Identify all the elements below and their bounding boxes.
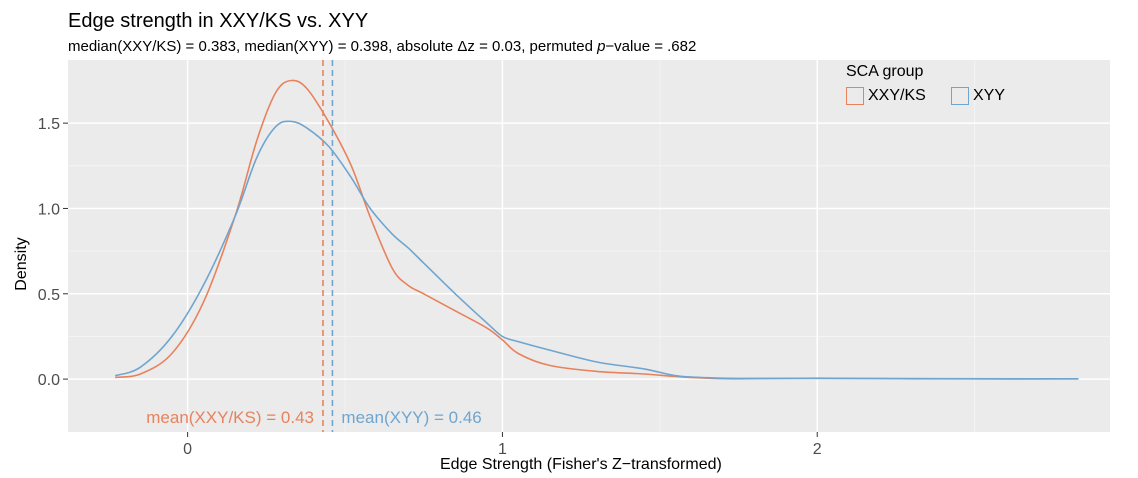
mean-label-xyy: mean(XYY) = 0.46 (341, 408, 481, 427)
density-line-xyy (114, 120, 1079, 380)
chart-title: Edge strength in XXY/KS vs. XYY (68, 10, 369, 32)
y-tick-label: 1.5 (38, 116, 60, 133)
x-tick-label: 0 (183, 441, 192, 458)
legend-label-xxy: XXY/KS (868, 87, 926, 104)
chart-subtitle: median(XXY/KS) = 0.383, median(XYY) = 0.… (68, 38, 697, 55)
x-tick-label: 1 (498, 441, 507, 458)
y-axis-label: Density (13, 237, 30, 291)
y-tick-label: 0.5 (38, 287, 60, 304)
y-tick-label: 1.0 (38, 201, 60, 218)
legend-title: SCA group (846, 63, 924, 80)
x-tick-label: 2 (813, 441, 822, 458)
legend-key-xxy (846, 87, 864, 105)
mean-label-xxy: mean(XXY/KS) = 0.43 (146, 408, 314, 427)
y-tick-label: 0.0 (38, 372, 60, 389)
legend-item-xyy: XYY (951, 87, 1005, 105)
legend-key-xyy (951, 87, 969, 105)
legend-label-xyy: XYY (973, 87, 1006, 104)
x-axis-label: Edge Strength (Fisher's Z−transformed) (440, 456, 722, 473)
legend-item-xxy: XXY/KS (846, 87, 926, 105)
